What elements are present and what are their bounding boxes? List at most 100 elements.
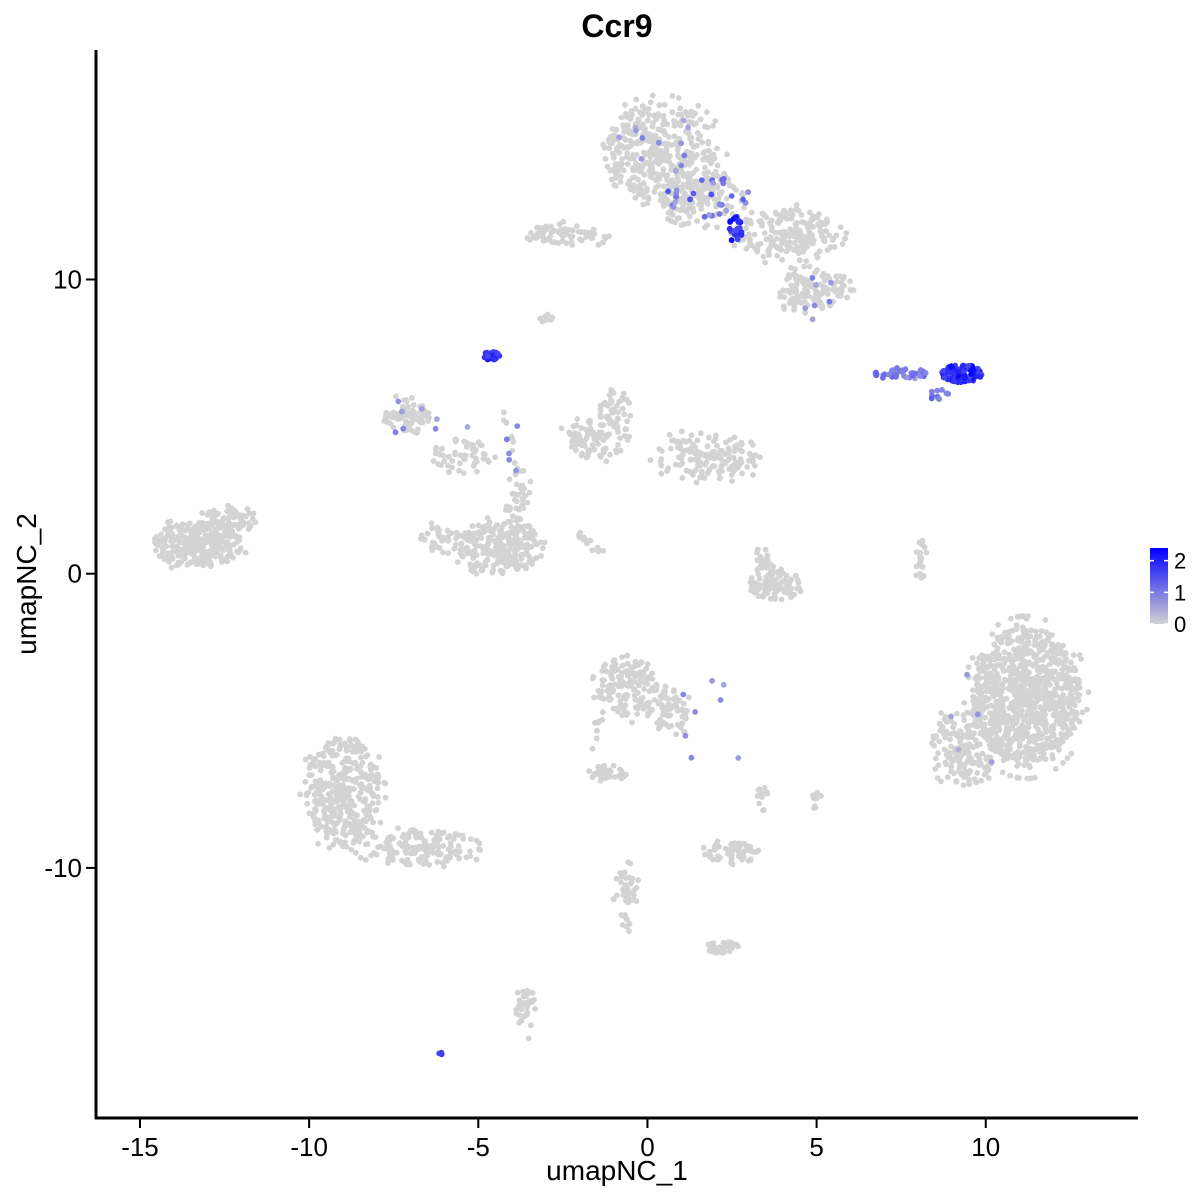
cell-point	[953, 710, 960, 717]
cell-point	[723, 439, 729, 446]
cell-point	[737, 447, 744, 453]
cell-point	[366, 803, 372, 810]
cell-point	[767, 595, 774, 602]
cell-point	[620, 123, 627, 130]
cell-point	[327, 815, 333, 822]
cell-point	[671, 133, 678, 140]
cell-point	[589, 745, 596, 752]
cell-point	[430, 458, 437, 464]
cell-point	[152, 547, 159, 554]
cell-point	[661, 101, 668, 108]
cell-point	[624, 161, 631, 167]
cell-point	[716, 452, 723, 458]
cell-point	[1023, 615, 1030, 622]
cell-point	[603, 433, 610, 440]
cell-point	[693, 120, 699, 127]
cell-point	[175, 561, 182, 568]
expressing-cell-point	[506, 450, 512, 457]
cell-point	[477, 847, 484, 853]
cell-point	[693, 166, 700, 173]
cell-point	[676, 135, 683, 142]
cell-point	[390, 424, 397, 431]
cell-point	[649, 123, 656, 130]
expressing-cell-point	[735, 755, 742, 761]
cell-point	[484, 515, 491, 521]
cell-point	[548, 317, 554, 323]
cell-point	[436, 545, 443, 551]
expressing-cell-point	[948, 713, 954, 720]
cell-point	[917, 570, 923, 577]
expressing-cell-point	[688, 754, 695, 761]
cell-point	[740, 854, 747, 860]
cell-point	[573, 432, 579, 439]
cell-point	[382, 780, 389, 787]
cell-point	[763, 214, 770, 221]
cell-point	[350, 744, 357, 750]
cell-point	[429, 525, 435, 532]
cell-point	[971, 730, 977, 737]
cell-point	[826, 232, 832, 239]
cell-point	[632, 704, 639, 711]
cell-point	[390, 857, 396, 863]
cell-point	[687, 204, 693, 211]
cell-point	[1048, 673, 1055, 679]
cell-point	[452, 438, 459, 445]
cell-point	[625, 128, 631, 135]
cell-point	[986, 735, 993, 741]
cell-point	[1017, 639, 1024, 645]
cell-point	[838, 292, 844, 299]
cell-point	[690, 442, 697, 448]
cell-point	[641, 149, 647, 156]
cell-point	[981, 665, 988, 672]
cell-point	[665, 154, 671, 161]
cell-point	[812, 269, 819, 276]
cell-point	[586, 768, 592, 775]
expressing-cell-point	[901, 373, 907, 379]
cell-point	[441, 458, 448, 464]
cell-point	[606, 696, 613, 703]
cell-point	[473, 570, 480, 577]
cell-point	[362, 796, 369, 803]
expressing-cell-point	[988, 759, 995, 765]
cell-point	[565, 226, 572, 233]
cell-point	[325, 791, 332, 797]
expressing-cell-point	[434, 416, 440, 422]
cell-point	[618, 673, 624, 680]
cell-point	[316, 782, 323, 789]
cell-point	[618, 912, 625, 919]
cell-point	[706, 147, 712, 154]
cell-point	[349, 777, 356, 784]
cell-point	[198, 553, 205, 560]
cell-point	[595, 241, 602, 248]
cell-point	[732, 460, 739, 466]
cell-point	[528, 1022, 534, 1029]
cell-point	[619, 662, 626, 669]
cell-point	[499, 544, 506, 551]
cell-point	[356, 838, 363, 845]
cell-point	[404, 856, 411, 863]
cell-point	[824, 291, 831, 297]
cell-point	[516, 506, 522, 513]
cell-point	[804, 278, 811, 284]
cell-point	[614, 892, 620, 899]
y-tick-label: 10	[53, 264, 82, 294]
cell-point	[399, 842, 406, 849]
cell-point	[507, 504, 513, 511]
cell-point	[225, 503, 232, 509]
cell-point	[732, 941, 739, 948]
cell-point	[1032, 720, 1039, 727]
cell-point	[528, 230, 534, 236]
x-tick-label: -15	[121, 1132, 159, 1162]
cell-point	[661, 140, 668, 147]
expressing-cell-point	[708, 191, 715, 198]
cell-point	[711, 155, 718, 162]
cell-point	[1035, 726, 1041, 733]
cell-point	[702, 164, 708, 171]
cell-point	[244, 506, 251, 512]
cell-point	[1032, 637, 1038, 644]
cell-point	[330, 782, 336, 789]
expressing-cell-point	[975, 711, 981, 718]
expressing-cell-point	[968, 371, 975, 377]
cell-point	[527, 533, 533, 540]
cell-point	[591, 694, 597, 701]
